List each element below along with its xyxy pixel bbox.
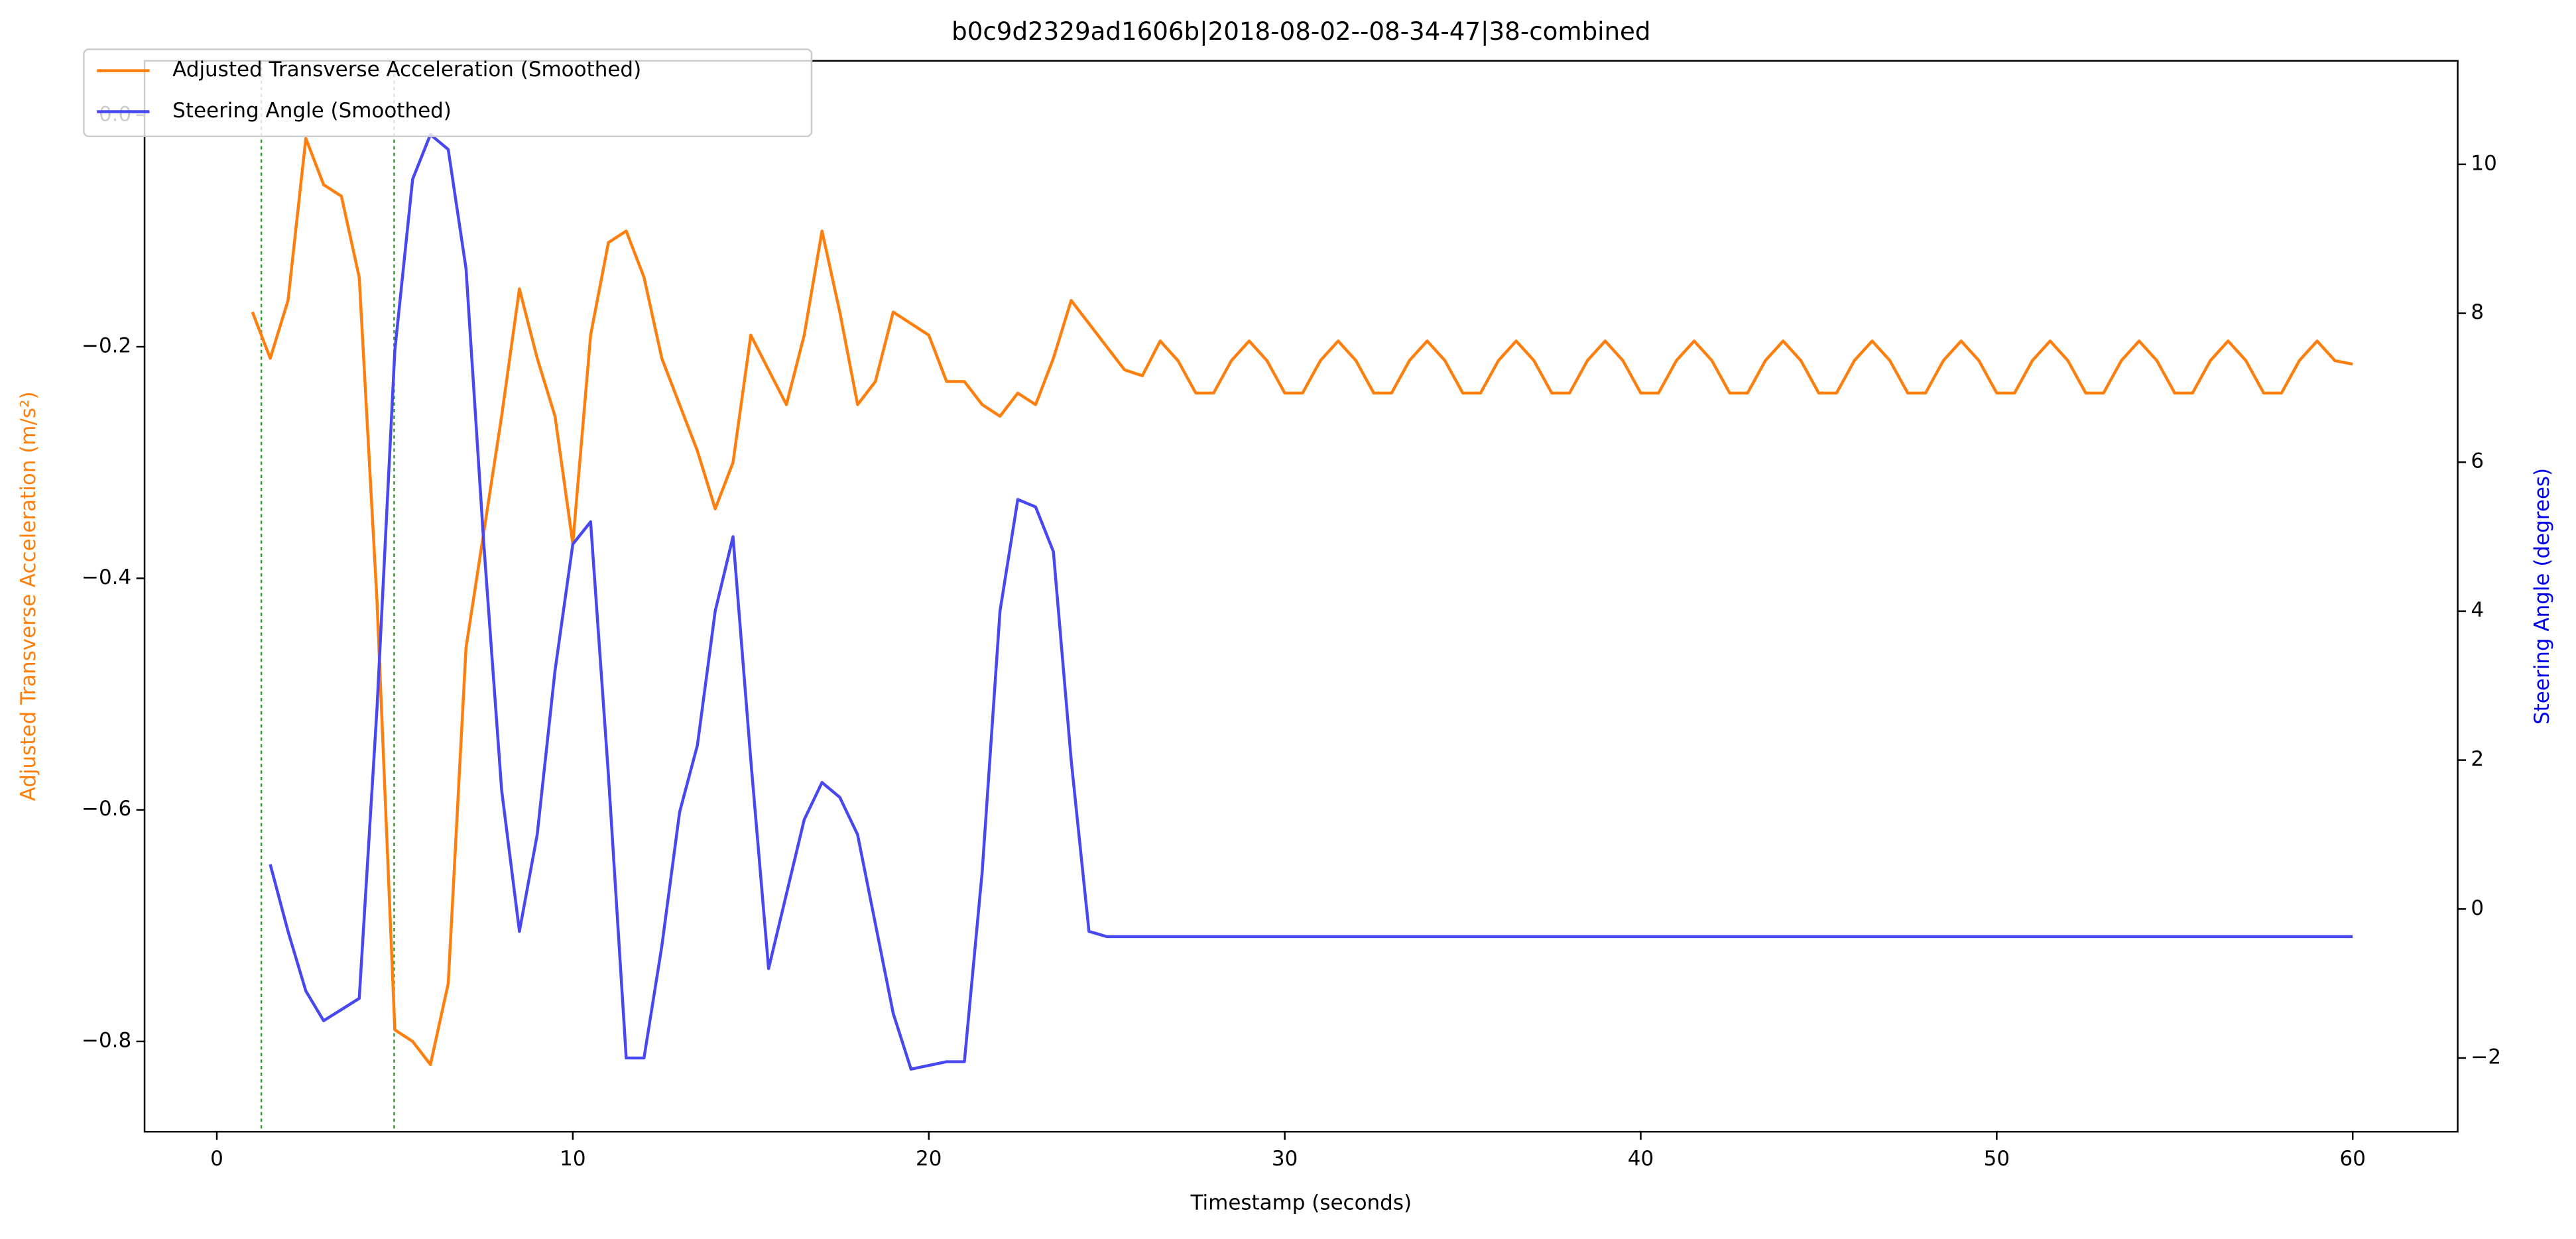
y2-tick-label: −2 [2471,1045,2501,1069]
x-tick-label: 40 [1628,1147,1654,1171]
y-axis-label: Adjusted Transverse Acceleration (m/s²) [17,391,40,801]
legend-box [83,48,813,137]
y2-tick-label: 0 [2471,896,2484,920]
y2-tick-label: 4 [2471,598,2484,622]
series-line [251,137,2353,1067]
legend-label: Adjusted Transverse Acceleration (Smooth… [172,58,641,82]
x-tick-label: 20 [916,1147,942,1171]
y-tick-label: −0.2 [82,334,131,358]
x-axis-label: Timestamp (seconds) [1190,1191,1412,1215]
series-line [269,133,2353,1071]
y2-tick-label: 8 [2471,300,2484,324]
legend-label: Steering Angle (Smoothed) [172,99,452,123]
chart-title: b0c9d2329ad1606b|2018-08-02--08-34-47|38… [951,17,1650,46]
y2-axis-label: Steering Angle (degrees) [2530,468,2554,725]
x-tick-label: 60 [2340,1147,2366,1171]
y-tick-label: −0.6 [82,797,131,821]
x-tick-label: 50 [1984,1147,2010,1171]
x-tick-label: 30 [1272,1147,1298,1171]
y2-tick-label: 10 [2471,151,2496,175]
x-tick-label: 0 [210,1147,223,1171]
y2-tick-label: 6 [2471,449,2484,473]
y-tick-label: −0.8 [82,1028,131,1052]
y2-tick-label: 2 [2471,747,2484,771]
x-tick-label: 10 [560,1147,585,1171]
plot-frame [143,60,2459,1133]
y-tick-label: −0.4 [82,565,131,589]
